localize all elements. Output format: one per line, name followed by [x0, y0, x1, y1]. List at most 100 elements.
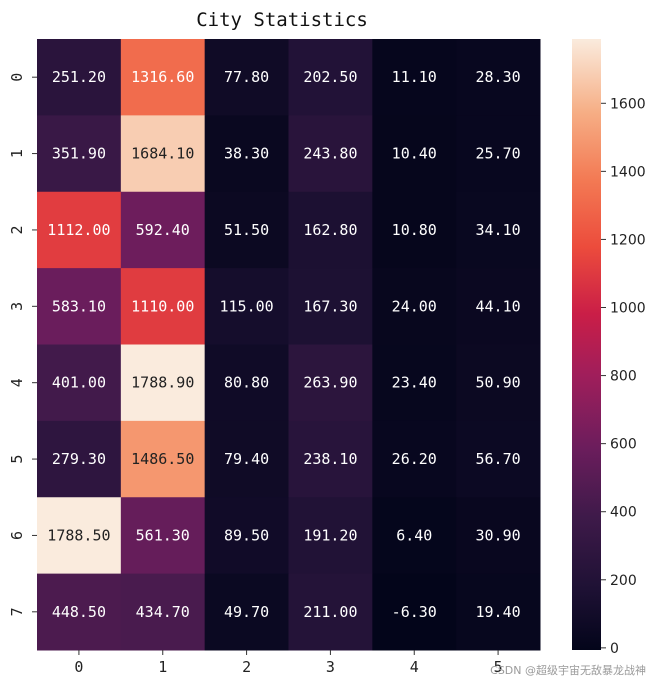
- cell-value-label: 162.80: [303, 221, 357, 239]
- y-tick-label: 7: [8, 607, 26, 616]
- heatmap-cell: [37, 573, 122, 651]
- colorbar-tick-label: 800: [610, 369, 637, 385]
- heatmap-cell: [456, 268, 541, 345]
- heatmap-cell: [288, 191, 373, 269]
- heatmap-cell: [372, 39, 457, 116]
- x-tick-label: 5: [494, 658, 503, 676]
- heatmap-cell: [456, 497, 541, 575]
- heatmap-cell: [37, 497, 122, 575]
- heatmap-cell: [456, 420, 541, 498]
- heatmap-cell: [372, 344, 457, 422]
- cell-value-label: 1788.50: [47, 526, 110, 544]
- cell-value-label: 51.50: [224, 221, 269, 239]
- cell-value-label: 19.40: [476, 603, 521, 621]
- cell-value-label: 30.90: [476, 526, 521, 544]
- x-tick-label: 0: [74, 658, 83, 676]
- cell-value-label: 50.90: [476, 374, 521, 392]
- heatmap-cell: [120, 191, 206, 269]
- heatmap-cell: [204, 420, 289, 498]
- cell-value-label: 23.40: [392, 374, 437, 392]
- colorbar-tick-label: 1600: [610, 96, 646, 112]
- cell-value-label: 448.50: [52, 603, 106, 621]
- colorbar-tick-label: 1400: [610, 164, 646, 180]
- cell-value-label: 243.80: [303, 145, 357, 163]
- cell-value-label: 1112.00: [47, 221, 110, 239]
- cell-value-label: 1788.90: [131, 374, 194, 392]
- colorbar-tick-label: 600: [610, 437, 637, 453]
- heatmap-cell: [204, 344, 289, 422]
- heatmap-cell: [288, 39, 373, 116]
- cell-value-label: 115.00: [219, 297, 273, 315]
- heatmap-cell: [120, 268, 206, 345]
- x-axis: 0 1 2 3 4 5: [74, 650, 503, 676]
- y-tick-label: 5: [8, 455, 26, 464]
- y-tick-label: 0: [8, 73, 26, 82]
- cell-value-label: 34.10: [476, 221, 521, 239]
- heatmap-cell: [456, 573, 541, 651]
- cell-value-label: 211.00: [303, 603, 357, 621]
- heatmap-cell: [37, 344, 122, 422]
- heatmap-cell: [120, 497, 206, 575]
- cell-value-label: 10.40: [392, 145, 437, 163]
- cell-value-label: 279.30: [52, 450, 106, 468]
- heatmap-cell: [204, 573, 289, 651]
- heatmap-cell: [37, 268, 122, 345]
- cell-value-label: 263.90: [303, 374, 357, 392]
- cell-value-label: 1684.10: [131, 145, 194, 163]
- heatmap-cell: [120, 420, 206, 498]
- y-tick-label: 1: [8, 149, 26, 158]
- cell-value-label: 11.10: [392, 68, 437, 86]
- cell-value-label: 10.80: [392, 221, 437, 239]
- heatmap-cell: [120, 344, 206, 422]
- chart-title: City Statistics: [196, 9, 368, 31]
- heatmap-cell: [456, 39, 541, 116]
- cell-value-label: 1486.50: [131, 450, 194, 468]
- cell-value-label: 351.90: [52, 145, 106, 163]
- cell-value-label: 25.70: [476, 145, 521, 163]
- x-tick-label: 3: [326, 658, 335, 676]
- heatmap-cell: [372, 420, 457, 498]
- heatmap-cell: [288, 344, 373, 422]
- heatmap-cell: [120, 573, 206, 651]
- cell-value-label: 77.80: [224, 68, 269, 86]
- cell-value-label: -6.30: [392, 603, 437, 621]
- y-tick-label: 3: [8, 302, 26, 311]
- y-tick-label: 6: [8, 531, 26, 540]
- colorbar-tick-label: 400: [610, 505, 637, 521]
- heatmap-cell: [372, 268, 457, 345]
- y-axis: 0 1 2 3 4 5 6 7: [8, 73, 37, 616]
- cell-value-label: 167.30: [303, 297, 357, 315]
- colorbar-tick-label: 1000: [610, 301, 646, 317]
- heatmap-cell: [372, 573, 457, 651]
- heatmap-cell: [204, 268, 289, 345]
- cell-value-label: 1110.00: [131, 297, 194, 315]
- cell-value-label: 28.30: [476, 68, 521, 86]
- heatmap-cell: [456, 115, 541, 193]
- cell-value-label: 592.40: [136, 221, 190, 239]
- heatmap-cell: [204, 497, 289, 575]
- heatmap-cell: [120, 39, 206, 116]
- colorbar-tick-label: 1200: [610, 232, 646, 248]
- cell-value-label: 6.40: [396, 526, 432, 544]
- heatmap-cell: [37, 39, 122, 116]
- x-tick-label: 4: [410, 658, 419, 676]
- heatmap-cell: [372, 115, 457, 193]
- colorbar: 0 200 400 600 800 1000 1200 1400 1600: [572, 39, 646, 657]
- cell-value-label: 1316.60: [131, 68, 194, 86]
- cell-value-label: 251.20: [52, 68, 106, 86]
- cell-value-label: 89.50: [224, 526, 269, 544]
- cell-value-label: 79.40: [224, 450, 269, 468]
- watermark-text: CSDN @超级宇宙无敌暴龙战神: [490, 663, 646, 677]
- x-tick-label: 2: [242, 658, 251, 676]
- heatmap-cell: [37, 420, 122, 498]
- heatmap-cell: [204, 115, 289, 193]
- heatmap-cell: [288, 115, 373, 193]
- heatmap-cell: [120, 115, 206, 193]
- colorbar-gradient: [572, 39, 601, 650]
- heatmap-cell: [37, 191, 122, 269]
- heatmap-cell: [288, 573, 373, 651]
- y-tick-label: 4: [8, 378, 26, 387]
- cell-value-label: 49.70: [224, 603, 269, 621]
- colorbar-tick-label: 0: [610, 641, 619, 657]
